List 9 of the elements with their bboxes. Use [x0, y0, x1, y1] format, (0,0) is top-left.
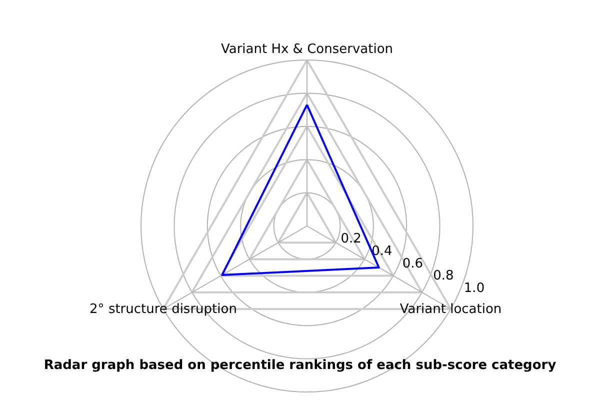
text: Radar graph based on percentile rankings of each sub-score category [44, 358, 557, 373]
spoke-label: 2° structure disruption [90, 302, 237, 317]
spoke-label: Variant location [400, 302, 502, 317]
y-tick-label: 0.8 [433, 268, 454, 284]
y-tick-label: 1.0 [464, 281, 485, 296]
spoke-label: Variant Hx & Conservation [220, 42, 394, 57]
y-tick-label: 0.4 [372, 244, 392, 259]
y-tick-label: 0.2 [340, 231, 362, 246]
y-tick-label: 0.6 [402, 256, 424, 272]
